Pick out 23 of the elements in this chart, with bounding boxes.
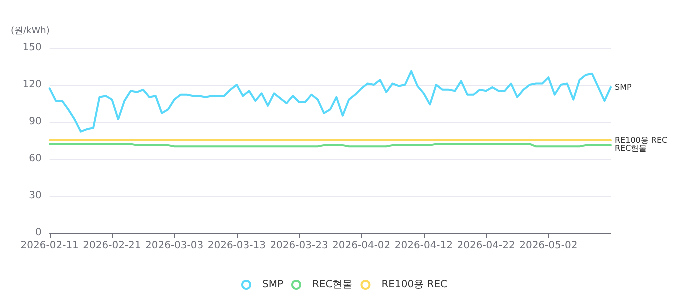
x-tick-label: 2026-03-23 [270,240,328,252]
x-tick-label: 2026-04-12 [394,240,454,252]
y-axis-title: (원/kWh) [10,26,50,36]
y-tick-label: 30 [29,190,42,202]
x-tick-label: 2026-04-22 [457,240,516,252]
x-tick-label: 2026-02-21 [83,240,142,252]
x-tick-label: 2026-03-03 [146,240,204,252]
y-tick-label: 60 [29,154,42,164]
y-tick-label: 90 [29,116,42,128]
legend-label: SMP [262,280,284,290]
x-tick-label: 2026-04-02 [332,240,391,252]
legend-label: RE100용 REC [382,280,448,290]
x-tick-label: 2026-03-13 [208,240,266,252]
y-tick-label: 0 [35,228,42,238]
text: SMP [615,82,632,92]
line-series [48,70,612,133]
legend-label: REC현물 [312,280,353,290]
x-tick-label: 2026-02-11 [20,240,79,252]
y-tick-label: 150 [22,42,42,54]
text: RE100용 REC [615,136,668,145]
y-tick-label: 120 [22,80,42,90]
text: REC현물 [615,144,648,153]
x-tick-label: 2026-05-02 [520,240,578,252]
